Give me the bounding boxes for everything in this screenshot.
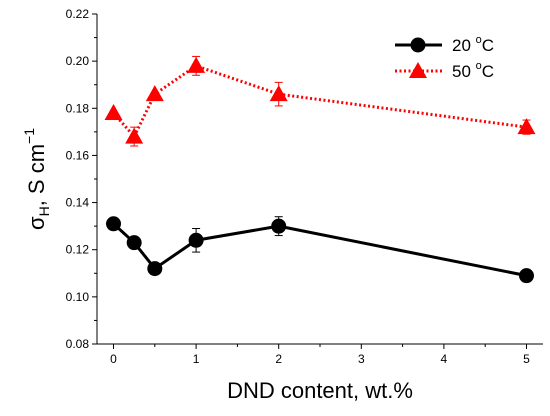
- data-point: [147, 261, 163, 277]
- x-tick-label: 4: [441, 352, 448, 366]
- legend-entry-50c: 50 oC: [395, 60, 494, 81]
- x-tick-label: 3: [358, 352, 365, 366]
- y-axis-title-superscript: −1: [21, 128, 37, 144]
- series-line: [112, 222, 527, 278]
- y-ticks: 0.08 0.10 0.12 0.14 0.16 0.18 0.20 0.22: [66, 7, 97, 351]
- y-axis-title-unit: , S cm: [24, 144, 49, 206]
- data-point: [517, 118, 536, 135]
- data-point: [106, 216, 122, 232]
- series-line: [112, 64, 527, 139]
- series-0: [106, 216, 534, 284]
- data-point: [518, 268, 534, 284]
- y-tick-label: 0.12: [66, 243, 90, 257]
- y-tick-label: 0.22: [66, 7, 90, 21]
- y-axis-title: σH, S cm−1: [21, 128, 52, 230]
- y-tick-label: 0.16: [66, 148, 90, 162]
- series-1: [104, 55, 536, 147]
- x-tick-label: 2: [275, 352, 282, 366]
- y-axis-title-symbol: σ: [24, 216, 49, 230]
- data-point: [188, 232, 204, 248]
- legend: 20 oC 50 oC: [395, 34, 494, 81]
- y-tick-label: 0.20: [66, 54, 90, 68]
- legend-marker-50c: [409, 62, 427, 78]
- legend-marker-20c: [410, 37, 426, 53]
- x-ticks: 0 1 2 3 4 5: [110, 344, 530, 366]
- legend-entry-20c: 20 oC: [395, 34, 494, 55]
- data-point: [145, 85, 164, 102]
- svg-text:σH, S cm−1: σH, S cm−1: [21, 128, 52, 230]
- data-point: [125, 127, 144, 144]
- data-point: [104, 104, 123, 120]
- data-point: [187, 56, 206, 73]
- x-axis-title: DND content, wt.%: [227, 378, 413, 403]
- data-point: [271, 218, 287, 234]
- x-tick-label: 1: [193, 352, 200, 366]
- y-tick-label: 0.14: [66, 196, 90, 210]
- data-point: [269, 85, 288, 102]
- y-tick-label: 0.10: [66, 290, 90, 304]
- y-axis-title-subscript: H: [36, 206, 52, 216]
- x-tick-label: 5: [523, 352, 530, 366]
- legend-label-50c: 50 oC: [452, 60, 494, 81]
- series-layer: [104, 55, 536, 284]
- legend-label-20c: 20 oC: [452, 34, 494, 55]
- y-tick-label: 0.08: [66, 337, 90, 351]
- x-tick-label: 0: [110, 352, 117, 366]
- data-point: [126, 235, 142, 251]
- y-tick-label: 0.18: [66, 101, 90, 115]
